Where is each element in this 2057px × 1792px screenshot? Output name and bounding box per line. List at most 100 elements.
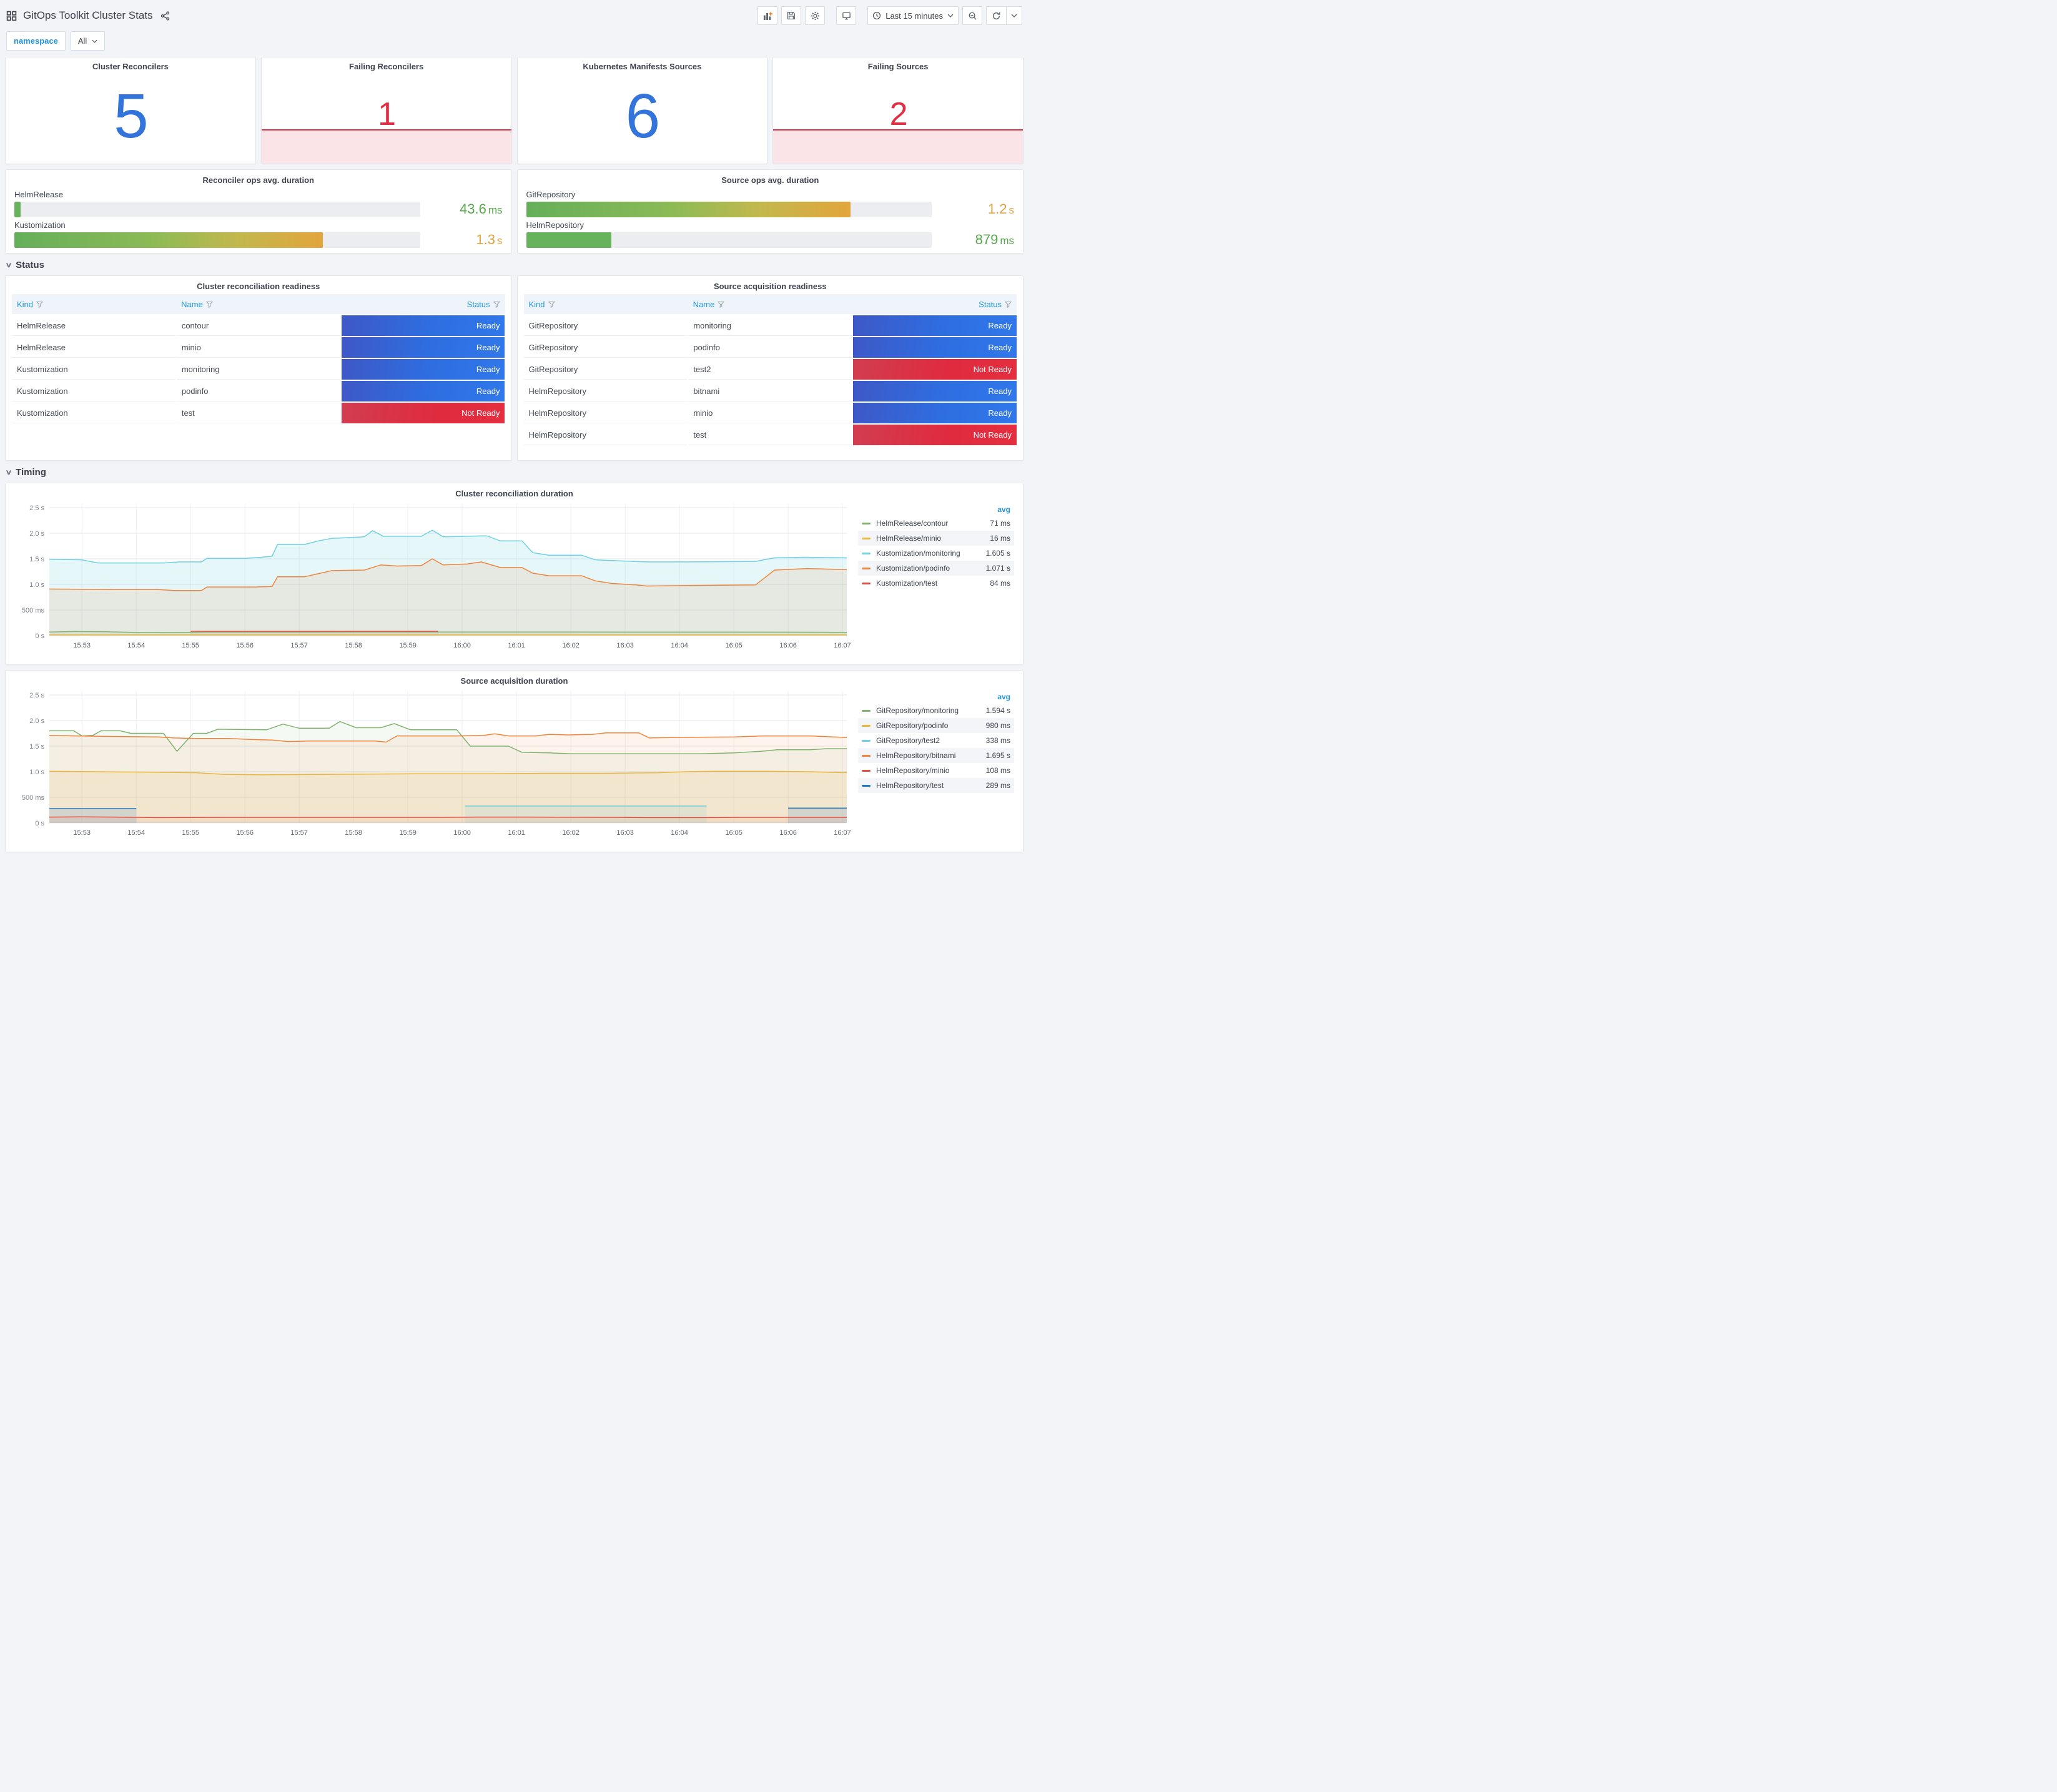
section-timing[interactable]: ∨ Timing (5, 467, 1022, 478)
stat-panel-title[interactable]: Kubernetes Manifests Sources (583, 62, 702, 71)
svg-text:15:59: 15:59 (399, 829, 417, 837)
cell-name: test2 (688, 359, 852, 380)
svg-text:15:56: 15:56 (236, 829, 254, 837)
cell-name: bitnami (688, 381, 852, 401)
stat-value: 1 (378, 96, 396, 132)
add-panel-button[interactable] (757, 6, 778, 25)
chart-panel-title[interactable]: Source acquisition duration (460, 676, 568, 686)
cell-kind: HelmRelease (12, 337, 175, 358)
status-badge: Not Ready (853, 359, 1017, 380)
legend-item: GitRepository/monitoring 1.594 s (858, 703, 1014, 718)
cell-kind: Kustomization (12, 403, 175, 423)
filter-icon[interactable] (205, 301, 213, 308)
time-series-plot: 15:53 15:54 15:55 15:56 15:57 15:58 15:59 16:00… (22, 691, 851, 837)
table-row: GitRepository podinfo Ready (523, 337, 1017, 358)
column-header-label: Status (466, 299, 490, 309)
section-status[interactable]: ∨ Status (5, 260, 1022, 270)
filter-icon[interactable] (718, 301, 725, 308)
page-title[interactable]: GitOps Toolkit Cluster Stats (23, 9, 153, 21)
cell-kind: GitRepository (523, 359, 688, 380)
gauge-value: 1.2 s (987, 201, 1014, 217)
series-color-swatch (862, 784, 871, 787)
cell-kind: GitRepository (523, 337, 688, 358)
zoom-out-button[interactable] (962, 6, 982, 25)
column-header-status[interactable]: Status (340, 300, 505, 309)
legend-avg-header[interactable]: avg (997, 505, 1010, 514)
gauge-label-helmrepository: HelmRepository (526, 220, 584, 230)
stat-value: 5 (114, 81, 149, 152)
dashboard-settings-button[interactable] (805, 6, 826, 25)
filter-icon[interactable] (36, 301, 44, 308)
filter-icon[interactable] (1005, 301, 1012, 308)
status-badge: Not Ready (341, 403, 505, 423)
legend-series-name[interactable]: HelmRepository/minio (876, 766, 950, 775)
svg-text:2.5 s: 2.5 s (29, 692, 44, 699)
stat-panel-title[interactable]: Cluster Reconcilers (92, 62, 169, 71)
svg-text:16:06: 16:06 (779, 829, 797, 837)
legend-avg-value: 338 ms (985, 736, 1010, 745)
status-badge: Ready (341, 359, 505, 380)
series-color-swatch (862, 537, 871, 539)
legend-series-name[interactable]: GitRepository/test2 (876, 736, 940, 745)
legend-series-name[interactable]: HelmRepository/test (876, 781, 944, 790)
tv-mode-button[interactable] (836, 6, 857, 25)
svg-text:16:05: 16:05 (725, 829, 742, 837)
gauge-panel-title[interactable]: Reconciler ops avg. duration (202, 175, 314, 185)
chart-body: 15:53 15:54 15:55 15:56 15:57 15:58 15:59 16:00… (12, 687, 1017, 844)
column-header-label: Name (181, 299, 203, 309)
save-dashboard-button[interactable] (781, 6, 802, 25)
table-row: HelmRelease contour Ready (12, 315, 505, 336)
svg-text:15:58: 15:58 (345, 642, 362, 649)
svg-text:0 s: 0 s (35, 820, 44, 827)
stat-panel-cluster-reconcilers: Cluster Reconcilers 5 (5, 57, 256, 164)
gauge-label-gitrepository: GitRepository (526, 190, 576, 199)
stat-panel-title[interactable]: Failing Sources (867, 62, 929, 71)
svg-text:15:53: 15:53 (73, 829, 91, 837)
table-panel-title[interactable]: Source acquisition readiness (713, 282, 827, 291)
legend-series-name[interactable]: HelmRepository/bitnami (876, 751, 956, 760)
legend-series-name[interactable]: HelmRelease/minio (876, 534, 942, 543)
svg-text:16:04: 16:04 (671, 829, 688, 837)
legend-series-name[interactable]: Kustomization/test (876, 579, 938, 588)
column-header-name[interactable]: Name (688, 300, 852, 309)
variable-namespace-dropdown[interactable]: All (70, 31, 106, 51)
filter-icon[interactable] (493, 301, 500, 308)
chevron-down-icon (92, 39, 97, 43)
failures-sparkline (773, 129, 1023, 164)
legend-avg-value: 16 ms (990, 534, 1010, 543)
failures-sparkline (261, 129, 511, 164)
cell-kind: HelmRepository (523, 381, 688, 401)
legend-avg-header[interactable]: avg (997, 692, 1010, 701)
legend-series-name[interactable]: GitRepository/podinfo (876, 721, 949, 730)
status-badge: Ready (341, 337, 505, 358)
dashboard-grid-icon[interactable] (6, 11, 17, 21)
filter-icon[interactable] (548, 301, 555, 308)
column-header-status[interactable]: Status (852, 300, 1017, 309)
cell-kind: HelmRelease (12, 315, 175, 336)
cell-name: contour (176, 315, 340, 336)
table-panel-title[interactable]: Cluster reconciliation readiness (197, 282, 320, 291)
status-badge: Ready (853, 381, 1017, 401)
chevron-down-icon: ∨ (5, 469, 12, 476)
stat-panel-title[interactable]: Failing Reconcilers (349, 62, 424, 71)
gauge-panel-reconciler-ops-avg-duration: Reconciler ops avg. duration HelmRelease 4… (5, 169, 512, 254)
svg-text:1.5 s: 1.5 s (29, 743, 44, 751)
legend-series-name[interactable]: GitRepository/monitoring (876, 706, 959, 715)
column-header-kind[interactable]: Kind (524, 300, 688, 309)
gauge-track (14, 201, 420, 217)
time-range-picker[interactable]: Last 15 minutes (867, 6, 959, 25)
legend-series-name[interactable]: Kustomization/podinfo (876, 564, 950, 573)
legend-series-name[interactable]: HelmRelease/contour (876, 519, 949, 528)
gauge-panel-source-ops-avg-duration: Source ops avg. duration GitRepository 1.2… (516, 169, 1024, 254)
legend-series-name[interactable]: Kustomization/monitoring (876, 549, 960, 558)
column-header-name[interactable]: Name (176, 300, 340, 309)
cell-kind: GitRepository (523, 315, 688, 336)
table-row: HelmRepository test Not Ready (523, 425, 1017, 445)
refresh-button[interactable] (986, 6, 1006, 25)
column-header-kind[interactable]: Kind (12, 300, 176, 309)
refresh-interval-dropdown[interactable] (1006, 6, 1022, 25)
chart-panel-title[interactable]: Cluster reconciliation duration (455, 489, 573, 498)
gauge-panel-title[interactable]: Source ops avg. duration (721, 175, 819, 185)
share-icon[interactable] (160, 11, 170, 21)
gauge-row: 879 ms (526, 232, 1014, 248)
